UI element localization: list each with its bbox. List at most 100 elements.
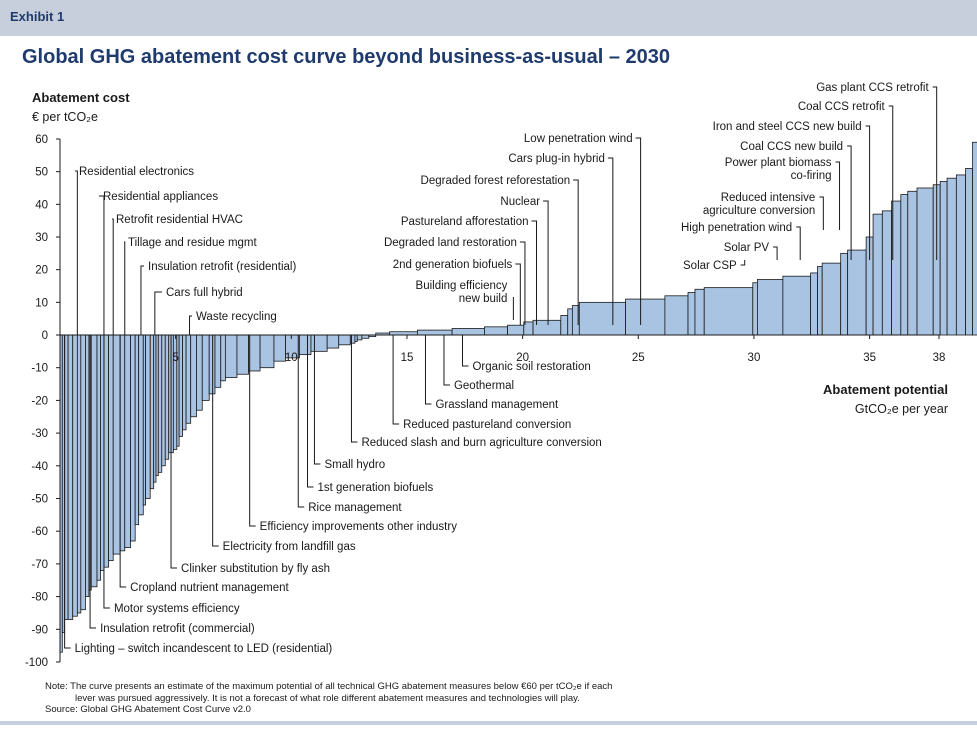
curve-bar-43 xyxy=(259,334,275,369)
exhibit-label: Exhibit 1 xyxy=(10,9,65,24)
lever-label: Tillage and residue mgmt xyxy=(128,237,257,249)
x-tick-label: 20 xyxy=(516,352,529,364)
lever-label: Degraded forest reforestation xyxy=(421,175,571,187)
curve-bar-35 xyxy=(196,334,203,411)
curve-bar-47 xyxy=(310,334,328,352)
x-tick-label: 38 xyxy=(933,352,946,364)
y-tick-label: -100 xyxy=(25,657,48,669)
lever-label: Residential appliances xyxy=(103,191,218,203)
lever-label: Power plant biomass xyxy=(725,157,832,169)
lever-label: 2nd generation biofuels xyxy=(393,259,513,271)
y-tick-label: -90 xyxy=(31,624,48,636)
curve-bar-73 xyxy=(757,279,784,336)
y-tick-label: 30 xyxy=(35,232,48,244)
y-tick-label: -50 xyxy=(31,494,48,506)
curve-bar-44 xyxy=(273,334,286,362)
curve-bar-22 xyxy=(149,334,155,490)
curve-bar-19 xyxy=(138,334,144,516)
y-tick-label: -30 xyxy=(31,428,48,440)
callout-leader xyxy=(796,226,801,260)
curve-bar-7 xyxy=(85,334,90,598)
lever-label: Residential electronics xyxy=(79,166,194,178)
curve-bar-3 xyxy=(67,334,74,620)
curve-bar-42 xyxy=(248,334,261,372)
curve-bar-10 xyxy=(96,334,101,581)
lever-label: Motor systems efficiency xyxy=(114,603,240,615)
curve-bar-6 xyxy=(80,334,86,611)
lever-label: Coal CCS retrofit xyxy=(798,101,886,113)
curve-bar-37 xyxy=(208,334,216,395)
lever-label: Solar CSP xyxy=(683,260,737,272)
curve-bar-71 xyxy=(703,287,754,336)
x-tick-label: 5 xyxy=(172,352,178,364)
x-tick-label: 25 xyxy=(632,352,645,364)
lever-label: Insulation retrofit (residential) xyxy=(148,261,296,273)
curve-bar-60 xyxy=(507,324,525,336)
curve-bar-12 xyxy=(103,334,109,568)
label-leader xyxy=(89,335,97,629)
y-tick-label: -10 xyxy=(31,363,48,375)
callout-leader xyxy=(607,157,614,325)
lever-label: Pastureland afforestation xyxy=(401,216,529,228)
y-axis-title: Abatement cost xyxy=(32,90,130,105)
curve-bar-84 xyxy=(900,194,909,336)
lever-label: Grassland management xyxy=(435,399,559,411)
curve-bar-68 xyxy=(664,295,689,336)
y-tick-label: -80 xyxy=(31,592,48,604)
label-leader xyxy=(249,335,256,527)
curve-bar-52 xyxy=(356,334,363,341)
curve-bar-27 xyxy=(164,334,170,460)
curve-bar-90 xyxy=(955,174,967,336)
y-tick-label: 50 xyxy=(35,167,48,179)
callout-leader xyxy=(819,196,824,230)
curve-bar-69 xyxy=(687,292,696,336)
label-leader xyxy=(443,335,450,386)
label-leader xyxy=(170,335,178,569)
x-tick-label: 10 xyxy=(285,352,298,364)
curve-bar-2 xyxy=(64,334,69,620)
label-leader xyxy=(424,335,432,405)
callout-leader xyxy=(932,86,938,260)
curve-bar-67 xyxy=(625,298,666,336)
curve-bar-39 xyxy=(220,334,226,382)
x-tick-label: 30 xyxy=(748,352,761,364)
label-leader xyxy=(99,195,105,335)
curve-bar-32 xyxy=(182,334,187,431)
abatement-cost-chart: Abatement cost € per tCO₂e Abatement poten… xyxy=(25,82,977,669)
label-leader xyxy=(103,335,110,609)
curve-bar-79 xyxy=(847,249,867,336)
curve-bar-17 xyxy=(130,334,136,542)
callout-leader xyxy=(773,246,778,260)
lever-label: Waste recycling xyxy=(196,311,277,323)
curve-bar-75 xyxy=(810,272,818,336)
curve-bar-25 xyxy=(157,334,163,473)
callout-leader xyxy=(740,260,746,266)
callout-leader xyxy=(531,220,538,325)
curve-bar-63 xyxy=(560,314,569,336)
curve-bar-74 xyxy=(782,275,812,336)
x-axis-unit: GtCO₂e per year xyxy=(855,402,948,416)
curve-bar-9 xyxy=(90,334,98,588)
y-tick-label: 60 xyxy=(35,134,48,146)
label-leader xyxy=(350,335,358,443)
curve-bar-64 xyxy=(567,308,573,336)
label-leader xyxy=(124,241,126,335)
curve-bar-76 xyxy=(817,265,823,336)
curve-bar-36 xyxy=(201,334,210,401)
lever-label: Cars full hybrid xyxy=(166,287,243,299)
curve-bar-14 xyxy=(112,334,121,555)
curve-bar-77 xyxy=(821,262,842,336)
lever-label: Building efficiency xyxy=(416,280,508,292)
callout-leader xyxy=(847,145,852,260)
chart-title: Global GHG abatement cost curve beyond b… xyxy=(22,46,670,68)
curve-bar-18 xyxy=(134,334,140,526)
curve-bar-4 xyxy=(72,334,78,617)
label-leader xyxy=(112,218,114,335)
lever-label: Clinker substitution by fly ash xyxy=(181,563,330,575)
y-tick-label: -60 xyxy=(31,526,48,538)
callout-leader xyxy=(635,137,642,325)
curve-bar-70 xyxy=(694,288,705,336)
curve-bar-46 xyxy=(299,334,312,356)
y-tick-label: 0 xyxy=(42,330,48,342)
lever-label: Reduced slash and burn agriculture conve… xyxy=(361,437,601,449)
